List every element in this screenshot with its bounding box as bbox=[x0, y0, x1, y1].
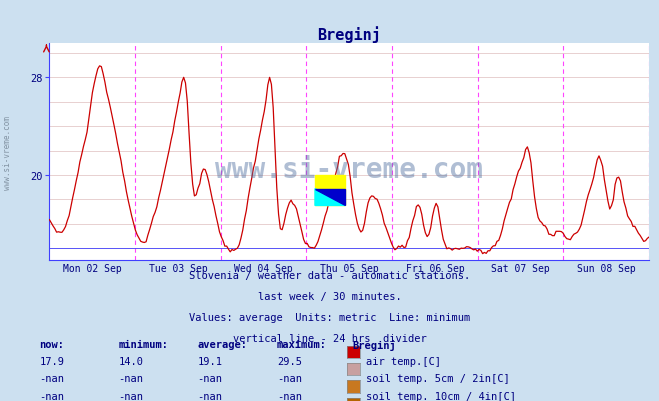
Text: www.si-vreme.com: www.si-vreme.com bbox=[215, 156, 483, 184]
Text: now:: now: bbox=[40, 339, 65, 349]
Text: Slovenia / weather data - automatic stations.: Slovenia / weather data - automatic stat… bbox=[189, 271, 470, 281]
Text: -nan: -nan bbox=[119, 391, 144, 401]
Text: -nan: -nan bbox=[198, 373, 223, 383]
Text: 17.9: 17.9 bbox=[40, 356, 65, 366]
Text: vertical line - 24 hrs  divider: vertical line - 24 hrs divider bbox=[233, 333, 426, 343]
Text: -nan: -nan bbox=[119, 373, 144, 383]
Text: Breginj: Breginj bbox=[353, 339, 396, 350]
Bar bbox=[315, 176, 345, 206]
Text: 14.0: 14.0 bbox=[119, 356, 144, 366]
Text: last week / 30 minutes.: last week / 30 minutes. bbox=[258, 292, 401, 302]
Text: air temp.[C]: air temp.[C] bbox=[366, 356, 441, 366]
Text: www.si-vreme.com: www.si-vreme.com bbox=[3, 115, 13, 189]
Text: -nan: -nan bbox=[277, 391, 302, 401]
Text: minimum:: minimum: bbox=[119, 339, 169, 349]
Polygon shape bbox=[315, 189, 345, 206]
Text: -nan: -nan bbox=[40, 391, 65, 401]
Text: -nan: -nan bbox=[277, 373, 302, 383]
Text: -nan: -nan bbox=[198, 391, 223, 401]
Text: 19.1: 19.1 bbox=[198, 356, 223, 366]
Title: Breginj: Breginj bbox=[318, 26, 381, 43]
Text: soil temp. 5cm / 2in[C]: soil temp. 5cm / 2in[C] bbox=[366, 373, 509, 383]
Text: Values: average  Units: metric  Line: minimum: Values: average Units: metric Line: mini… bbox=[189, 312, 470, 322]
Text: average:: average: bbox=[198, 339, 248, 349]
Text: soil temp. 10cm / 4in[C]: soil temp. 10cm / 4in[C] bbox=[366, 391, 516, 401]
Polygon shape bbox=[315, 189, 345, 206]
Text: 29.5: 29.5 bbox=[277, 356, 302, 366]
Text: maximum:: maximum: bbox=[277, 339, 327, 349]
Text: -nan: -nan bbox=[40, 373, 65, 383]
